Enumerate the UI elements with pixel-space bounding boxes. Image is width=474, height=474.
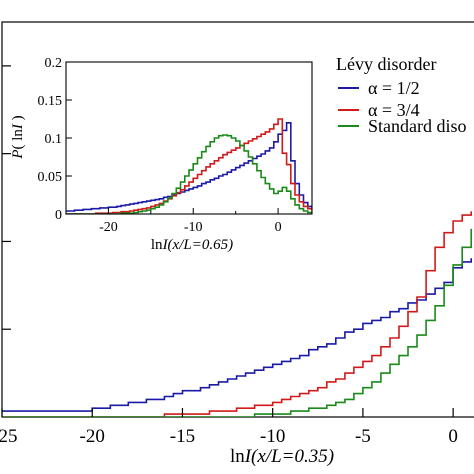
inset-series-line-0 [66, 122, 312, 212]
legend: Lévy disorder α = 1/2 α = 3/4 Standard d… [333, 50, 474, 142]
inset-y-tick-label: 0 [55, 208, 62, 223]
inset-x-axis-label-italic: I(x/L=0.65) [162, 237, 234, 253]
main-y-ticks [2, 65, 11, 330]
main-series-group [2, 211, 472, 417]
main-series-line-0 [2, 258, 472, 412]
main-x-axis-label: lnI(x/L=0.35) [230, 446, 334, 467]
inset-series-group [66, 118, 312, 214]
inset-y-ticks: 0 0.05 0.1 0.15 0.2 [38, 56, 72, 223]
inset-x-ticks: -20 -10 0 [99, 208, 282, 235]
main-x-axis-label-prefix: ln [230, 446, 245, 467]
inset-y-tick-label: 0.1 [45, 132, 63, 147]
legend-title: Lévy disorder [336, 54, 436, 74]
inset-y-axis-label-suffix: ) [10, 115, 26, 124]
inset-x-axis-label: lnI(x/L=0.65) [151, 237, 233, 253]
main-plot: 25 -20 -15 -10 -5 0 lnI(x/L=0.35) [0, 21, 474, 467]
main-x-tick-label: -5 [355, 426, 371, 447]
main-x-tick-label: 25 [0, 426, 18, 447]
inset-x-axis-label-prefix: ln [151, 237, 163, 253]
inset-y-tick-label: 0.15 [38, 94, 63, 109]
main-series-line-1 [2, 211, 472, 417]
inset-y-axis-label-italic-p: P [10, 150, 26, 160]
legend-label-standard: Standard diso [368, 116, 467, 136]
inset-y-tick-label: 0.2 [45, 56, 63, 71]
inset-y-tick-label: 0.05 [38, 170, 63, 185]
main-series-line-2 [2, 228, 472, 417]
inset-y-axis-label-italic: I [10, 123, 26, 130]
main-x-ticks: 25 -20 -15 -10 -5 0 [0, 408, 458, 447]
inset-y-axis-label-mid: ( ln [10, 129, 26, 150]
main-x-axis-label-italic: I(x/L=0.35) [244, 446, 334, 467]
main-x-tick-label: -15 [170, 426, 195, 447]
inset-x-tick-label: -20 [99, 220, 118, 235]
inset-x-tick-label: 0 [275, 220, 282, 235]
legend-label-alpha-half: α = 1/2 [368, 78, 420, 98]
inset-series-line-2 [66, 134, 312, 214]
main-x-tick-label: -20 [80, 426, 105, 447]
inset-series-line-1 [66, 118, 312, 214]
main-x-tick-label: -10 [260, 426, 285, 447]
legend-label-alpha-three-quarters: α = 3/4 [368, 100, 420, 120]
inset-plot: -20 -10 0 0 0.05 0.1 0.15 0.2 lnI(x/L=0.65) P(… [10, 56, 313, 253]
main-x-tick-label: 0 [448, 426, 458, 447]
inset-y-axis-label: P( lnI ) [10, 115, 26, 159]
inset-x-tick-label: -10 [184, 220, 203, 235]
